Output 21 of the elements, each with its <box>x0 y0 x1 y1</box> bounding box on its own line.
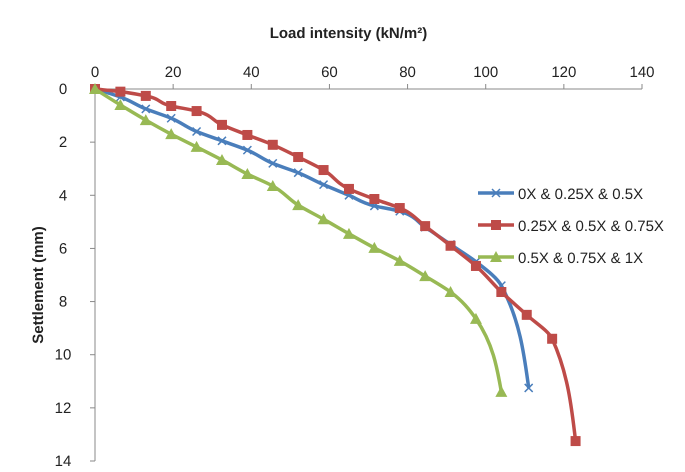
y-tick-label: 0 <box>58 81 68 98</box>
legend-label: 0.25X & 0.5X & 0.75X <box>518 218 664 235</box>
y-tick-label: 14 <box>54 453 72 470</box>
x-tick-label: 120 <box>551 64 576 81</box>
x-tick-label: 0 <box>90 64 100 81</box>
y-tick-label: 10 <box>54 346 72 364</box>
x-tick-label: 60 <box>321 64 338 81</box>
x-tick-label: 100 <box>473 64 498 81</box>
x-tick-label: 40 <box>242 64 260 81</box>
legend-label: 0X & 0.25X & 0.5X <box>518 186 644 203</box>
y-tick-label: 6 <box>58 240 68 258</box>
x-axis-title: Load intensity (kN/m²) <box>270 25 428 42</box>
y-tick-label: 8 <box>58 294 68 311</box>
y-axis-title: Settlement (mm) <box>30 226 47 344</box>
x-tick-label: 80 <box>399 64 416 81</box>
x-tick-label: 140 <box>629 64 655 81</box>
y-tick-label: 2 <box>58 134 68 152</box>
y-tick-label: 4 <box>58 187 68 204</box>
legend-label: 0.5X & 0.75X & 1X <box>518 250 644 267</box>
x-tick-label: 20 <box>164 64 182 81</box>
y-tick-label: 12 <box>54 400 72 417</box>
